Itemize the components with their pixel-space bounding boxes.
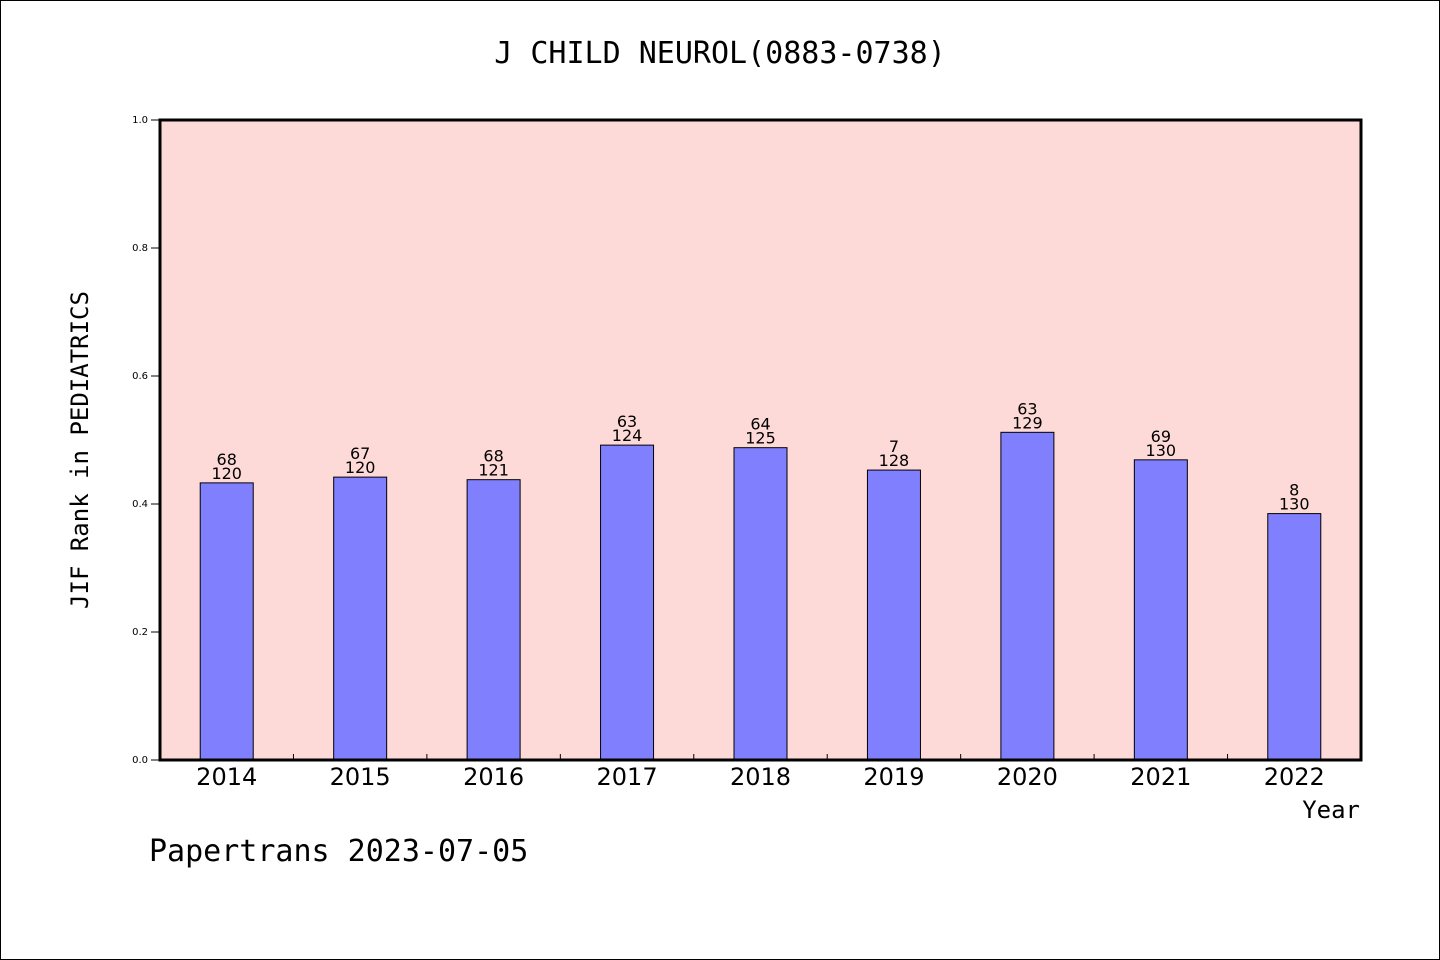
x-tick-label: 2018 <box>730 763 791 791</box>
y-axis-ticks: 0.0 0.2 0.4 0.6 0.8 1.0 <box>132 115 160 766</box>
bar <box>1000 431 1055 761</box>
x-tick-label: 2017 <box>597 763 658 791</box>
bar-label-bottom: 128 <box>879 451 910 470</box>
bar-label-bottom: 121 <box>478 461 509 480</box>
x-tick-label: 2020 <box>997 763 1058 791</box>
bar <box>199 482 254 761</box>
bar <box>466 479 521 761</box>
x-axis-ticks: 2014 2015 2016 2017 2018 2019 2020 2021 2022 <box>196 754 1325 791</box>
bar-label-bottom: 120 <box>211 464 242 483</box>
y-tick-label: 0.2 <box>132 627 148 638</box>
bar <box>1133 459 1188 761</box>
bar-label-top: 67 <box>350 444 370 463</box>
bar-label-top: 68 <box>217 450 237 469</box>
y-tick-label: 0.0 <box>132 755 148 766</box>
x-tick-label: 2016 <box>463 763 524 791</box>
bar <box>733 447 788 761</box>
y-tick-label: 1.0 <box>132 115 148 126</box>
bar <box>333 476 388 761</box>
bar <box>866 469 921 761</box>
y-tick-label: 0.4 <box>132 499 148 510</box>
bar-label-top: 63 <box>617 412 637 431</box>
x-axis-label: Year <box>1302 796 1360 824</box>
bar-label-top: 69 <box>1151 427 1171 446</box>
bar <box>1267 513 1322 761</box>
bar-label-bottom: 129 <box>1012 413 1043 432</box>
x-tick-label: 2022 <box>1264 763 1325 791</box>
bar-label-bottom: 124 <box>612 426 643 445</box>
chart-title: J CHILD NEUROL(0883-0738) <box>494 36 946 71</box>
bar-label-bottom: 130 <box>1146 441 1177 460</box>
y-tick-label: 0.8 <box>132 243 148 254</box>
plot-border <box>158 118 1363 762</box>
bar <box>600 444 655 761</box>
footer-credit: Papertrans 2023-07-05 <box>149 834 529 869</box>
x-tick-label: 2019 <box>863 763 924 791</box>
bar-label-top: 63 <box>1017 399 1037 418</box>
bar-label-bottom: 130 <box>1279 495 1310 514</box>
bar-label-top: 64 <box>750 415 770 434</box>
y-tick-label: 0.6 <box>132 371 148 382</box>
bar-label-top: 7 <box>889 437 899 456</box>
bar-label-top: 8 <box>1289 481 1299 500</box>
x-tick-label: 2015 <box>330 763 391 791</box>
bar-label-bottom: 125 <box>745 429 776 448</box>
x-tick-label: 2021 <box>1130 763 1191 791</box>
bar-label-top: 68 <box>483 447 503 466</box>
bar-label-bottom: 120 <box>345 458 376 477</box>
x-tick-label: 2014 <box>196 763 257 791</box>
